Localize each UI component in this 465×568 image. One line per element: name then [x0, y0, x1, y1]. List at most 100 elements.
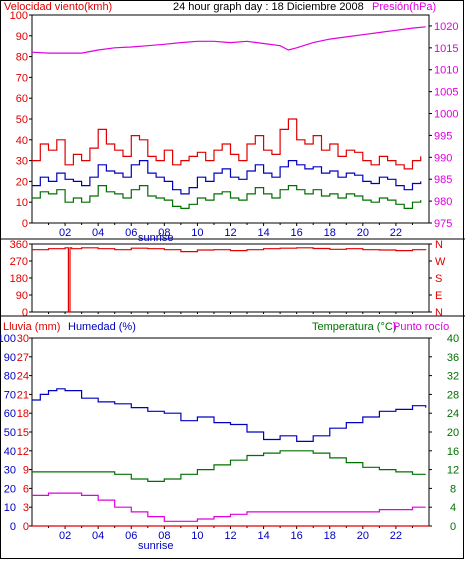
y-right-tick-label: 4 [450, 502, 456, 514]
x-tick-label: 12 [224, 227, 236, 239]
series-line-temperature [32, 450, 426, 482]
x-tick-label: 22 [390, 227, 402, 239]
series-line-pressure [31, 26, 426, 54]
y-right-tick-label: 36 [447, 352, 459, 364]
x-tick-label: 18 [324, 530, 336, 542]
y-right-tick-label: 8 [450, 483, 456, 495]
y-right-tick-label: S [435, 273, 442, 285]
y-left-tick-label: 10 [4, 502, 16, 514]
series-line-wind_avg [32, 160, 422, 195]
rain-axis-label: Lluvia (mm) [3, 321, 60, 333]
series-line-wind_low [32, 185, 422, 209]
x-tick-label: 16 [291, 227, 303, 239]
y-right-tick-label: 1010 [434, 65, 458, 77]
y-right-tick-label: 24 [447, 408, 459, 420]
series-line-wind_gust [32, 118, 422, 170]
y-left2-tick-label: 0 [23, 521, 29, 533]
humidity-axis-label: Humedad (%) [68, 321, 136, 333]
series-line-dewpoint [32, 492, 426, 522]
x-tick-label: 04 [92, 530, 104, 542]
y-right-tick-label: 995 [434, 130, 452, 142]
y-right-tick-label: 20 [447, 427, 459, 439]
y-left2-tick-label: 6 [23, 483, 29, 495]
y-right-tick-label: 1000 [434, 109, 458, 121]
y-left-tick-label: 60 [16, 93, 28, 105]
y-left-tick-label: 90 [16, 31, 28, 43]
y-left-tick-label: 0 [10, 521, 16, 533]
y-right-tick-label: 990 [434, 152, 452, 164]
y-left-tick-label: 100 [10, 10, 28, 22]
y-right-tick-label: 32 [447, 371, 459, 383]
y-left2-tick-label: 24 [17, 371, 29, 383]
y-left-tick-label: 70 [4, 389, 16, 401]
y-left2-tick-label: 21 [17, 389, 29, 401]
y-left-tick-label: 270 [10, 256, 28, 268]
y-left-tick-label: 360 [10, 239, 28, 251]
y-left-tick-label: 20 [4, 483, 16, 495]
y-left-tick-label: 0 [22, 307, 28, 319]
y-left-tick-label: 40 [4, 446, 16, 458]
x-tick-label: 08 [158, 227, 170, 239]
y-left2-tick-label: 9 [23, 465, 29, 477]
temperature-axis-label: Temperatura (°C) [312, 321, 396, 333]
y-left-tick-label: 90 [4, 352, 16, 364]
y-right-tick-label: 1020 [434, 21, 458, 33]
y-right-tick-label: E [435, 290, 442, 302]
y-left-tick-label: 70 [16, 72, 28, 84]
x-tick-label: 20 [357, 227, 369, 239]
y-left-tick-label: 50 [4, 427, 16, 439]
y-right-tick-label: N [435, 307, 443, 319]
y-right-tick-label: 40 [447, 333, 459, 345]
y-left2-tick-label: 15 [17, 427, 29, 439]
x-tick-label: 02 [59, 530, 71, 542]
x-tick-label: 06 [125, 530, 137, 542]
sunrise-label-top: sunrise [138, 232, 173, 244]
y-left2-tick-label: 27 [17, 352, 29, 364]
y-left-tick-label: 0 [22, 218, 28, 230]
y-left2-tick-label: 30 [17, 333, 29, 345]
plot2-frame [31, 243, 430, 313]
x-tick-label: 22 [390, 530, 402, 542]
x-tick-label: 06 [125, 227, 137, 239]
y-right-tick-label: 1015 [434, 43, 458, 55]
x-tick-label: 02 [59, 227, 71, 239]
y-left2-tick-label: 12 [17, 446, 29, 458]
y-right-tick-label: N [435, 239, 443, 251]
y-left-tick-label: 80 [16, 52, 28, 64]
x-tick-label: 08 [158, 530, 170, 542]
y-left2-tick-label: 18 [17, 408, 29, 420]
x-tick-label: 18 [324, 227, 336, 239]
y-left-tick-label: 30 [16, 156, 28, 168]
y-right-tick-label: 1005 [434, 87, 458, 99]
series-line-humidity [32, 388, 427, 442]
y-left-tick-label: 100 [0, 333, 16, 345]
y-right-tick-label: 980 [434, 196, 452, 208]
y-left-tick-label: 30 [4, 465, 16, 477]
y-right-tick-label: 28 [447, 389, 459, 401]
series-line-direction [32, 247, 427, 313]
y-left2-tick-label: 3 [23, 502, 29, 514]
y-left-tick-label: 40 [16, 135, 28, 147]
x-tick-label: 14 [257, 530, 269, 542]
x-tick-label: 10 [191, 227, 203, 239]
y-left-tick-label: 90 [16, 290, 28, 302]
pressure-axis-label: Presión(hPa) [372, 1, 436, 13]
y-left-tick-label: 80 [4, 371, 16, 383]
y-left-tick-label: 10 [16, 197, 28, 209]
plot3-frame [31, 337, 430, 527]
x-tick-label: 10 [191, 530, 203, 542]
y-right-tick-label: 12 [447, 465, 459, 477]
y-left-tick-label: 180 [10, 273, 28, 285]
y-right-tick-label: 0 [450, 521, 456, 533]
y-left-tick-label: 50 [16, 114, 28, 126]
chart-title: 24 hour graph day : 18 Diciembre 2008 [173, 1, 364, 13]
sunrise-label-bottom: sunrise [138, 540, 173, 552]
x-tick-label: 20 [357, 530, 369, 542]
x-tick-label: 04 [92, 227, 104, 239]
y-right-tick-label: 985 [434, 174, 452, 186]
dewpoint-axis-label: Punto rocío [393, 321, 449, 333]
y-right-tick-label: W [435, 256, 446, 268]
